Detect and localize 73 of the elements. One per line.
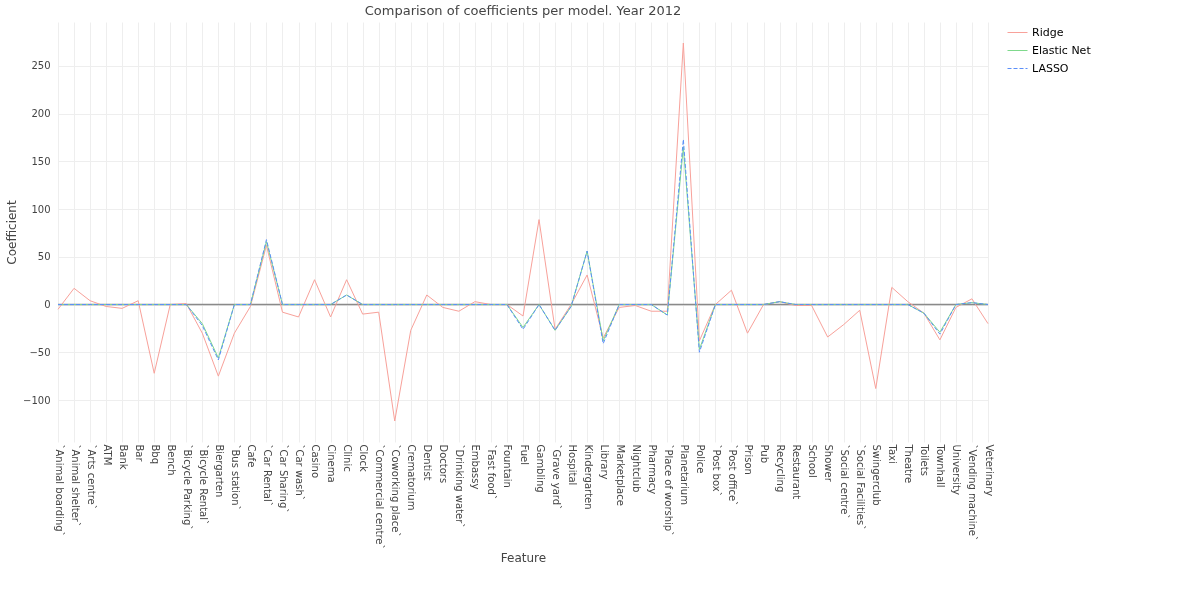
x-tick-label: Biergarten	[213, 444, 225, 498]
x-tick-label: `Grave yard`	[550, 444, 562, 511]
y-tick-label: 0	[44, 299, 51, 311]
x-tick-label: `Post box`	[710, 444, 722, 497]
x-tick-label: ATM	[101, 444, 113, 466]
x-tick-label: Bar	[133, 444, 145, 463]
x-tick-label: Marketplace	[614, 444, 626, 506]
x-tick-label: Bbq	[149, 444, 161, 465]
x-tick-label: `Bus station`	[229, 444, 241, 511]
x-tick-label: `Bicycle Rental`	[197, 444, 209, 525]
x-tick-label: `Place of worship`	[662, 444, 674, 537]
x-tick-label: `Drinking water`	[454, 444, 466, 529]
x-tick-label: `Car wash`	[294, 444, 306, 501]
x-tick-label: Toilets	[919, 443, 931, 476]
x-tick-label: `Social Facilities`	[855, 444, 867, 531]
x-tick-label: Gambling	[534, 444, 546, 493]
y-tick-label: 200	[31, 108, 51, 120]
x-tick-label: `Commercial centre`	[374, 444, 386, 550]
x-tick-label: Pharmacy	[646, 444, 658, 495]
x-tick-label: Pub	[759, 444, 771, 464]
x-tick-label: Cinema	[326, 444, 338, 483]
y-tick-label: −100	[23, 394, 51, 406]
x-tick-label: Restaurant	[791, 444, 803, 500]
x-tick-label: Clock	[358, 444, 370, 472]
x-tick-label: School	[807, 444, 819, 478]
x-tick-label: Fountain	[502, 444, 514, 488]
legend-label: LASSO	[1032, 61, 1069, 75]
x-tick-label: Embassy	[470, 444, 482, 490]
x-tick-label: `Arts centre`	[85, 444, 97, 510]
x-tick-label: `Social centre`	[839, 444, 851, 520]
x-tick-label: Cafe	[245, 444, 257, 468]
x-tick-label: `Bicycle Parking`	[181, 444, 193, 531]
x-tick-label: Kindergarten	[582, 444, 594, 510]
x-tick-label: Crematorium	[406, 444, 418, 511]
y-tick-label: 250	[31, 60, 51, 72]
x-tick-label: Casino	[310, 444, 322, 479]
x-tick-label: Fuel	[518, 444, 530, 465]
x-tick-label: University	[951, 444, 963, 496]
x-tick-label: Police	[694, 444, 706, 474]
x-tick-label: Veterinary	[983, 444, 995, 497]
legend-label: Ridge	[1032, 25, 1064, 39]
x-tick-label: Library	[598, 444, 610, 480]
x-tick-label: Theatre	[903, 443, 915, 484]
x-tick-label: Bank	[117, 444, 129, 470]
chart-title: Comparison of coefficients per model. Year 2012	[364, 3, 682, 18]
y-tick-label: −50	[29, 346, 51, 358]
x-tick-label: Taxi	[887, 443, 899, 464]
x-tick-label: `Animal boarding`	[53, 444, 65, 537]
x-tick-label: Shower	[823, 444, 835, 483]
x-tick-label: `Vending machine`	[967, 444, 979, 542]
x-tick-label: Prison	[742, 444, 754, 475]
x-tick-label: Nightclub	[630, 444, 642, 493]
y-tick-label: 50	[37, 251, 51, 263]
x-tick-label: Bench	[165, 444, 177, 476]
x-tick-label: Doctors	[438, 444, 450, 484]
x-tick-label: Dentist	[422, 444, 434, 481]
x-tick-label: Planetarium	[678, 444, 690, 505]
x-tick-label: Hospital	[566, 444, 578, 486]
y-tick-label: 100	[31, 203, 51, 215]
x-tick-label: `Post office`	[726, 444, 738, 507]
x-tick-label: `Coworking place`	[390, 444, 402, 538]
y-tick-label: 150	[31, 155, 51, 167]
x-tick-label: `Car Sharing`	[277, 444, 289, 514]
x-tick-label: `Animal shelter`	[69, 444, 81, 527]
y-axis-title: Coefficient	[5, 200, 20, 265]
x-axis-title: Feature	[500, 551, 547, 566]
x-tick-label: Recycling	[775, 444, 787, 493]
x-tick-label: Townhall	[935, 443, 947, 488]
x-tick-label: Clinic	[342, 444, 354, 472]
legend-label: Elastic Net	[1032, 43, 1092, 57]
x-tick-label: `Fast food`	[486, 444, 498, 500]
x-tick-label: `Car Rental`	[261, 444, 273, 507]
x-tick-label: Swingerclub	[871, 444, 883, 506]
